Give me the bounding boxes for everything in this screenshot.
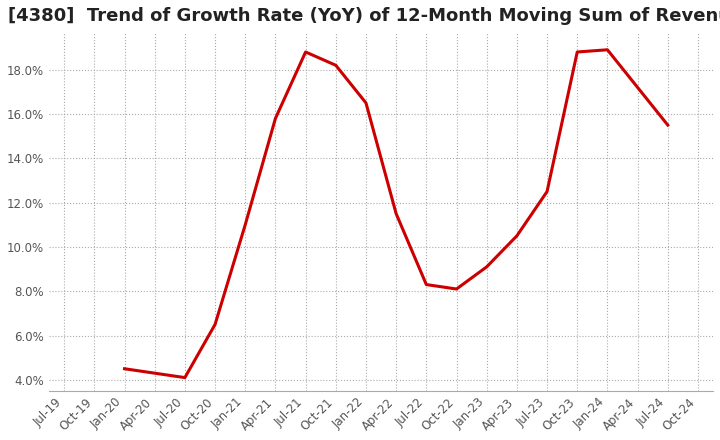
Title: [4380]  Trend of Growth Rate (YoY) of 12-Month Moving Sum of Revenues: [4380] Trend of Growth Rate (YoY) of 12-… [8,7,720,25]
